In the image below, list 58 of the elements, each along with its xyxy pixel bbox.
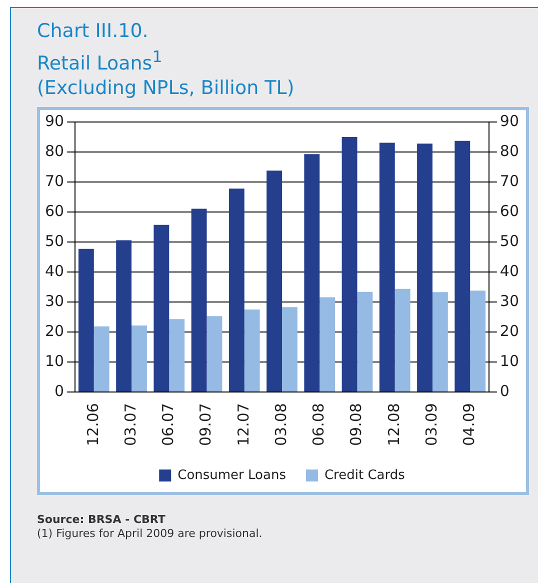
bar [454, 140, 470, 392]
bar [116, 240, 132, 392]
y2-tick-label: 0 [500, 382, 510, 400]
y2-tick-label: 50 [500, 232, 520, 250]
bar [206, 316, 222, 392]
x-tick-label: 12.07 [234, 403, 252, 446]
bar [94, 326, 110, 392]
y-tick-label: 0 [54, 382, 64, 400]
y-tick-label: 40 [44, 262, 64, 280]
y-tick-label: 30 [44, 292, 64, 310]
y2-tick-label: 40 [500, 262, 520, 280]
bar [132, 325, 147, 392]
bar [320, 297, 336, 392]
bar [470, 290, 486, 392]
bar [154, 224, 170, 392]
y2-tick-label: 30 [500, 292, 520, 310]
x-tick-label: 03.09 [422, 403, 440, 446]
y-tick-label: 50 [44, 232, 64, 250]
y2-tick-label: 80 [500, 142, 520, 160]
x-tick-label: 06.07 [159, 403, 178, 446]
bar [357, 292, 373, 392]
x-tick-label: 03.07 [121, 403, 140, 446]
x-tick-label: 06.08 [310, 403, 328, 446]
y-tick-label: 20 [44, 322, 64, 340]
x-tick-label: 12.06 [84, 403, 102, 446]
bar [432, 292, 448, 392]
bar [228, 188, 244, 392]
bar [78, 248, 94, 392]
y-tick-label: 90 [44, 112, 64, 130]
chart-title: Chart III.10. Retail Loans$^{1}$ (Excluding NPLs, Billion TL) [37, 19, 294, 102]
x-tick-label: 12.08 [384, 403, 403, 446]
bar [342, 137, 358, 392]
x-tick-label: 09.08 [347, 403, 366, 446]
bar [417, 144, 432, 392]
bar [394, 288, 410, 392]
bar [191, 208, 207, 392]
source-note: Source: BRSA - CBRT [37, 513, 166, 527]
y-tick-label: 10 [44, 352, 64, 370]
text: (1) Figures for April 2009 are provisional. [37, 527, 262, 541]
y2-tick-label: 60 [500, 202, 520, 220]
y2-tick-label: 70 [500, 172, 520, 190]
x-tick-label: 09.07 [196, 403, 215, 446]
x-tick-label: 03.08 [272, 403, 290, 446]
y-tick-label: 60 [44, 202, 64, 220]
bar [304, 154, 320, 392]
legend-label: Credit Cards [324, 468, 406, 483]
x-tick-label: 04.09 [460, 403, 478, 446]
y-tick-label: 70 [44, 172, 64, 190]
bar [379, 142, 395, 392]
legend-label: Consumer Loans [178, 468, 286, 483]
y-tick-label: 80 [44, 142, 64, 160]
y2-tick-label: 20 [500, 322, 520, 340]
bar [266, 170, 282, 392]
y2-tick-label: 10 [500, 352, 520, 370]
bar [244, 310, 260, 392]
y2-tick-label: 90 [500, 112, 520, 130]
bar [169, 319, 185, 392]
bar [282, 307, 298, 392]
